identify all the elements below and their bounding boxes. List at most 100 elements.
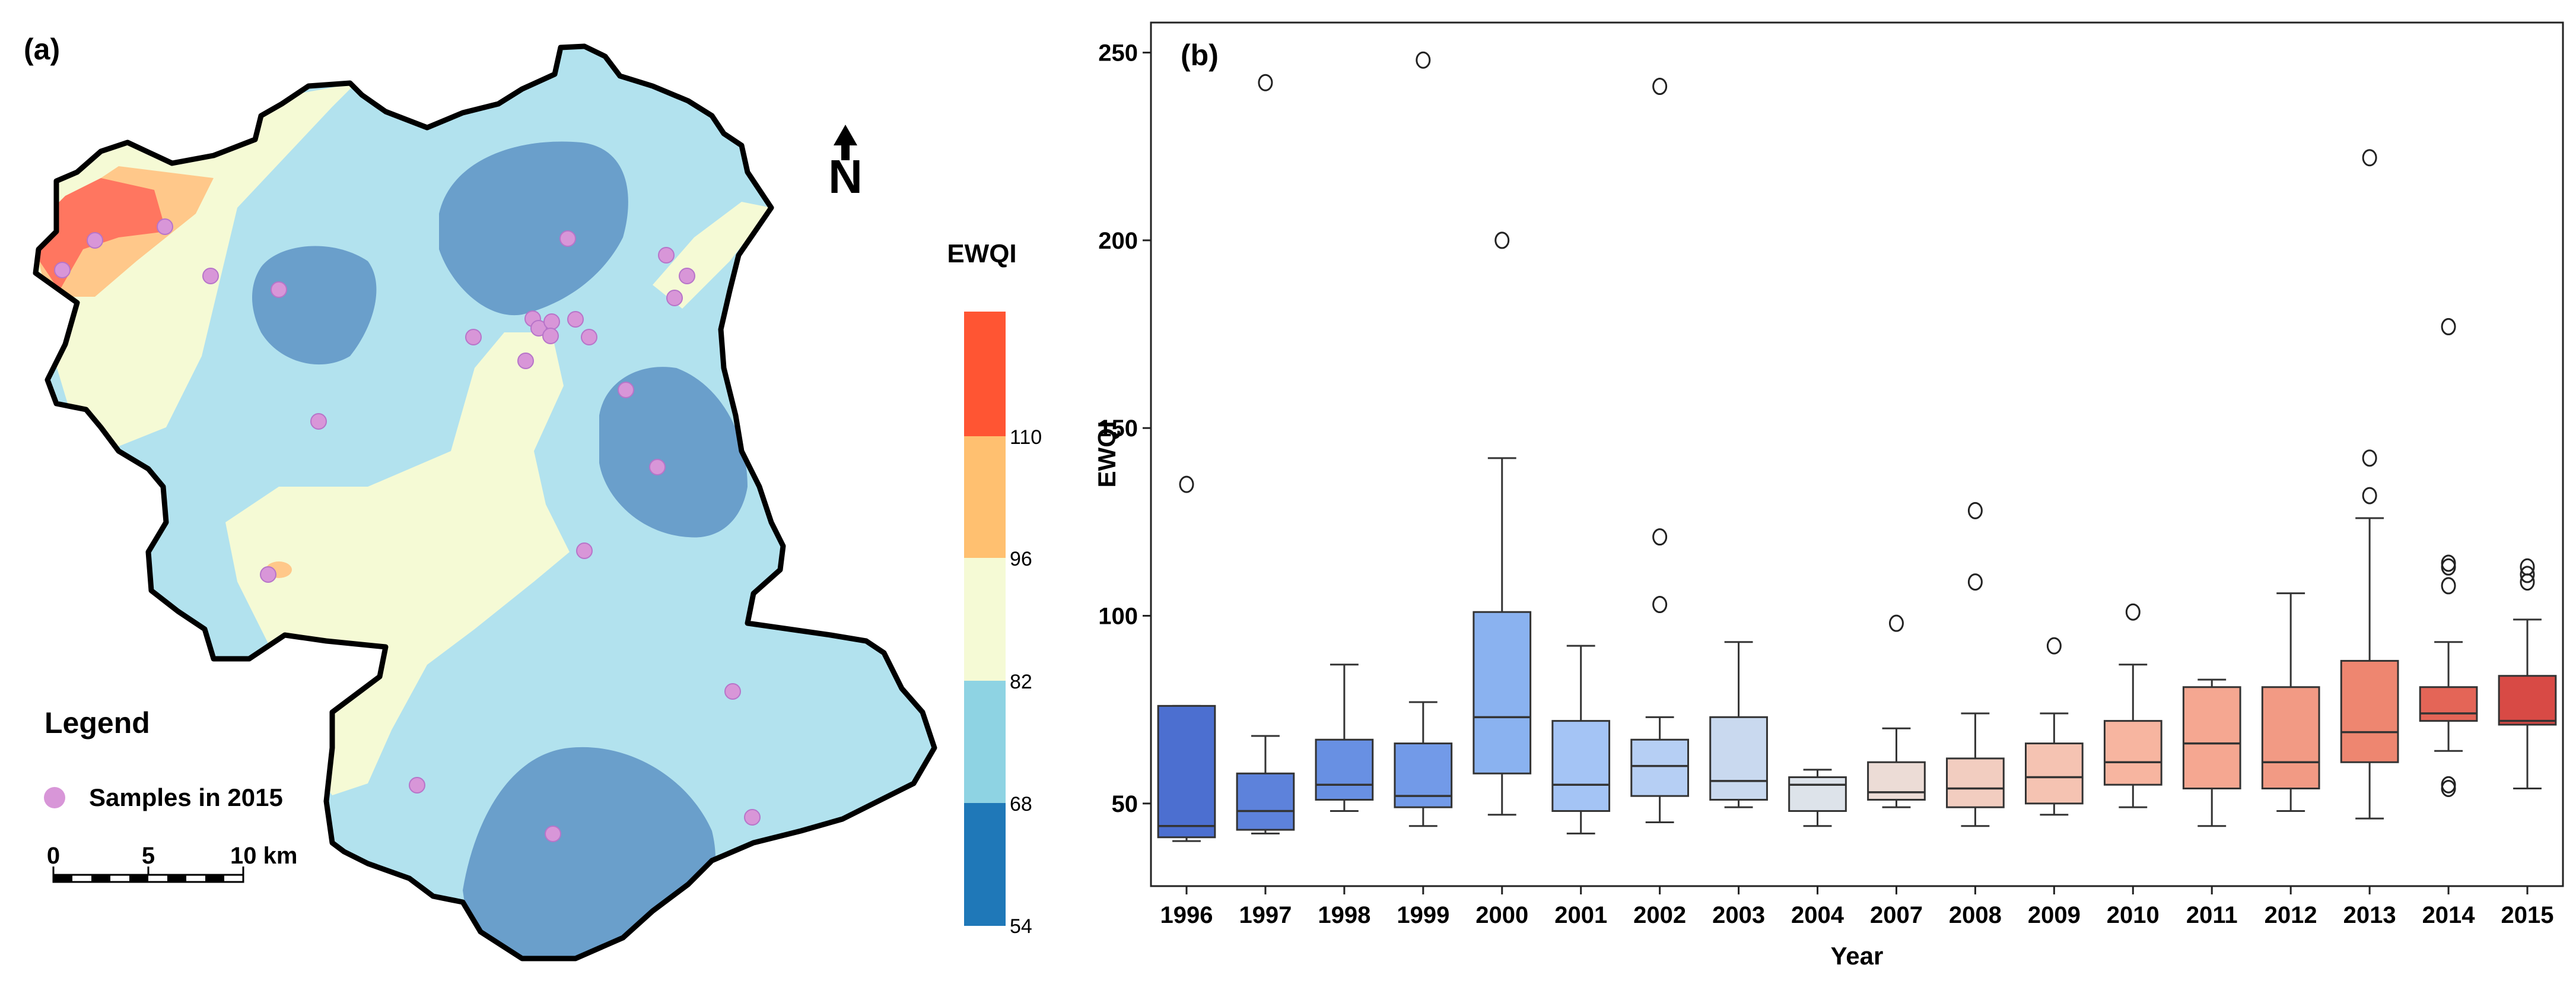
scale-tick: 0: [47, 843, 60, 869]
box-iqr: [1551, 720, 1611, 812]
sample-point: [576, 542, 593, 559]
box-2003: [1709, 641, 1768, 808]
x-tick-label: 2014: [2422, 902, 2476, 928]
colorbar-title: EWQI: [947, 239, 1016, 268]
y-axis-label: EWQI: [1093, 421, 1121, 488]
boxplot-chart: (b) 50 100 150 200 250 1996 1997 1998 1999 2000 2…: [1093, 21, 2564, 970]
y-tick-label: 100: [1098, 604, 1138, 630]
x-tick-label: 2007: [1870, 902, 1923, 928]
box-iqr: [1867, 761, 1926, 801]
box-iqr: [1236, 772, 1295, 831]
sample-point: [543, 313, 560, 330]
colorbar-band: [964, 558, 1006, 681]
outlier-point: [1967, 573, 1983, 591]
box-iqr: [1630, 738, 1690, 797]
colorbar-band: [964, 803, 1006, 926]
box-2012: [2261, 592, 2320, 812]
x-tick-label: 2012: [2265, 902, 2317, 928]
interpolation-map: [36, 46, 934, 959]
zone-82-96-west: [36, 83, 356, 451]
outlier-point: [1652, 528, 1668, 546]
box-iqr: [1788, 776, 1847, 812]
x-tick-label: 2001: [1554, 902, 1607, 928]
x-tick-label: 1999: [1397, 902, 1449, 928]
x-tick-label: 2008: [1949, 902, 2002, 928]
outlier-point: [2520, 566, 2535, 583]
box-2013: [2340, 149, 2399, 820]
sample-point: [54, 262, 71, 278]
sample-point: [530, 320, 547, 337]
colorbar-tick: 96: [1010, 548, 1032, 570]
map-figure: (a): [24, 33, 1042, 987]
sample-point: [157, 218, 173, 235]
sample-point: [649, 459, 666, 475]
sample-point: [567, 311, 584, 328]
scale-bar: [52, 867, 244, 883]
outlier-point: [2441, 554, 2456, 572]
x-tick-label: 2003: [1712, 902, 1765, 928]
sample-point: [724, 683, 741, 700]
colorbar-tick: 110: [1010, 426, 1042, 449]
outlier-point: [2362, 149, 2377, 167]
colorbar-tick: 68: [1010, 793, 1032, 815]
outlier-point: [2362, 449, 2377, 467]
y-tick-label: 200: [1098, 228, 1138, 254]
sample-point: [679, 268, 695, 284]
x-axis: 1996 1997 1998 1999 2000 2001 2002 2003 2004 2007…: [1160, 886, 2553, 928]
map-panel: (a): [0, 0, 1044, 987]
box-iqr: [2182, 686, 2241, 790]
outlier-point: [2441, 776, 2456, 794]
box-2011: [2182, 678, 2241, 827]
outlier-point: [1258, 74, 1273, 91]
panel-a-label: (a): [24, 33, 60, 66]
colorbar-tick: 82: [1010, 671, 1032, 693]
box-2010: [2103, 603, 2162, 808]
sample-point: [271, 281, 287, 298]
box-iqr: [2340, 659, 2399, 763]
sample-point: [542, 328, 559, 344]
outlier-point: [2046, 637, 2062, 655]
box-1997: [1236, 74, 1295, 834]
legend-sample-marker: [44, 787, 65, 808]
outlier-point: [2362, 487, 2377, 504]
sample-point: [744, 809, 761, 826]
north-label: N: [828, 150, 863, 203]
scale-tick: 5: [142, 843, 155, 869]
x-tick-label: 2004: [1791, 902, 1844, 928]
outlier-point: [1494, 231, 1510, 249]
x-tick-label: 2000: [1475, 902, 1528, 928]
x-tick-label: 2013: [2343, 902, 2396, 928]
x-tick-label: 1998: [1318, 902, 1370, 928]
box-iqr: [1394, 742, 1453, 808]
sample-point: [310, 413, 327, 430]
scale-tick: 10 km: [230, 843, 297, 869]
zone-54-68-north: [439, 141, 628, 316]
colorbar-band: [964, 681, 1006, 803]
y-axis: 50 100 150 200 250: [1098, 40, 1151, 817]
outlier-point: [1652, 78, 1668, 96]
colorbar-tick: 54: [1010, 915, 1032, 938]
box-iqr: [1157, 704, 1216, 839]
box-iqr: [1473, 611, 1532, 775]
x-tick-label: 2011: [2186, 902, 2238, 928]
box-2014: [2419, 318, 2478, 798]
box-iqr: [1946, 757, 2005, 808]
colorbar: [964, 312, 1006, 926]
legend-sample-label: Samples in 2015: [89, 783, 283, 811]
boxes: [1157, 51, 2557, 842]
y-tick-label: 250: [1098, 40, 1138, 66]
legend-title: Legend: [44, 706, 150, 740]
box-2004: [1788, 769, 1847, 827]
north-arrow-icon: [834, 125, 857, 160]
x-tick-label: 1997: [1239, 902, 1292, 928]
outlier-point: [2125, 603, 2141, 621]
sample-point: [666, 290, 683, 306]
panel-b-label: (b): [1181, 39, 1219, 72]
box-1998: [1315, 664, 1374, 812]
outlier-point: [1179, 475, 1194, 493]
box-2007: [1867, 614, 1926, 808]
outlier-point: [1652, 596, 1668, 614]
sample-point: [618, 382, 634, 398]
outlier-point: [2441, 318, 2456, 335]
x-tick-label: 2010: [2107, 902, 2160, 928]
